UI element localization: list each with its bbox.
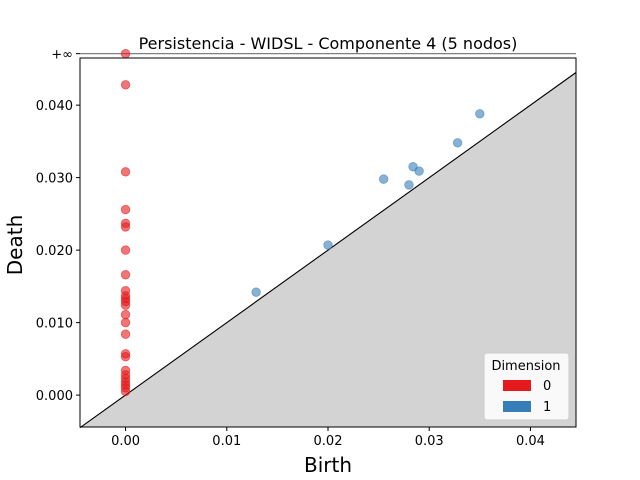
- diagonal-line: [79, 72, 577, 429]
- x-axis-label: Birth: [304, 453, 352, 477]
- legend-title: Dimension: [491, 359, 560, 374]
- y-tick-label: 0.010: [36, 317, 73, 332]
- plot-area: 0.00 0.01 0.02 0.03 0.04 0.000 0.010 0.020 0.030…: [36, 48, 577, 449]
- data-point-dim-0: [120, 386, 131, 397]
- legend: Dimension 0 1: [483, 352, 570, 421]
- legend-label-dimension-0: 0: [543, 379, 551, 394]
- x-tick-label: 0.00: [111, 434, 140, 449]
- data-point-dim-0: [120, 329, 131, 339]
- data-point-dim-1: [378, 174, 389, 184]
- data-point-dim-0: [120, 222, 131, 232]
- data-point-dim-1: [323, 240, 333, 250]
- data-point-dim-0: [120, 48, 131, 59]
- x-tick-label: 0.03: [415, 434, 444, 449]
- data-point-dim-0: [120, 80, 131, 90]
- data-point-dim-1: [404, 180, 414, 190]
- data-point-dim-1: [452, 138, 463, 148]
- data-point-dim-0: [120, 309, 131, 320]
- legend-swatch-dimension-1: [503, 401, 531, 412]
- x-tick-label: 0.04: [516, 434, 545, 449]
- data-point-dim-1: [251, 287, 261, 297]
- data-point-dim-1: [414, 166, 424, 176]
- legend-label-dimension-1: 1: [543, 400, 551, 415]
- y-tick-label: 0.040: [36, 99, 73, 114]
- data-point-dim-0: [120, 317, 131, 328]
- x-tick-label: 0.01: [212, 434, 241, 449]
- legend-swatch-dimension-0: [503, 380, 531, 391]
- chart-title: Persistencia - WIDSL - Componente 4 (5 n…: [139, 34, 518, 53]
- y-tick-label: 0.020: [36, 244, 73, 259]
- y-tick-label: 0.000: [36, 389, 73, 404]
- y-axis-label: Death: [3, 215, 27, 275]
- data-point-dim-0: [120, 167, 131, 177]
- data-point-dim-0: [120, 245, 131, 255]
- data-point-dim-0: [120, 351, 131, 362]
- y-tick-label-infinity: +∞: [51, 48, 73, 63]
- x-tick-label: 0.02: [314, 434, 343, 449]
- data-point-dim-0: [120, 204, 131, 215]
- data-point-dim-0: [120, 300, 131, 310]
- data-point-dim-1: [475, 109, 485, 119]
- y-tick-label: 0.030: [36, 172, 73, 187]
- data-point-dim-0: [120, 270, 131, 280]
